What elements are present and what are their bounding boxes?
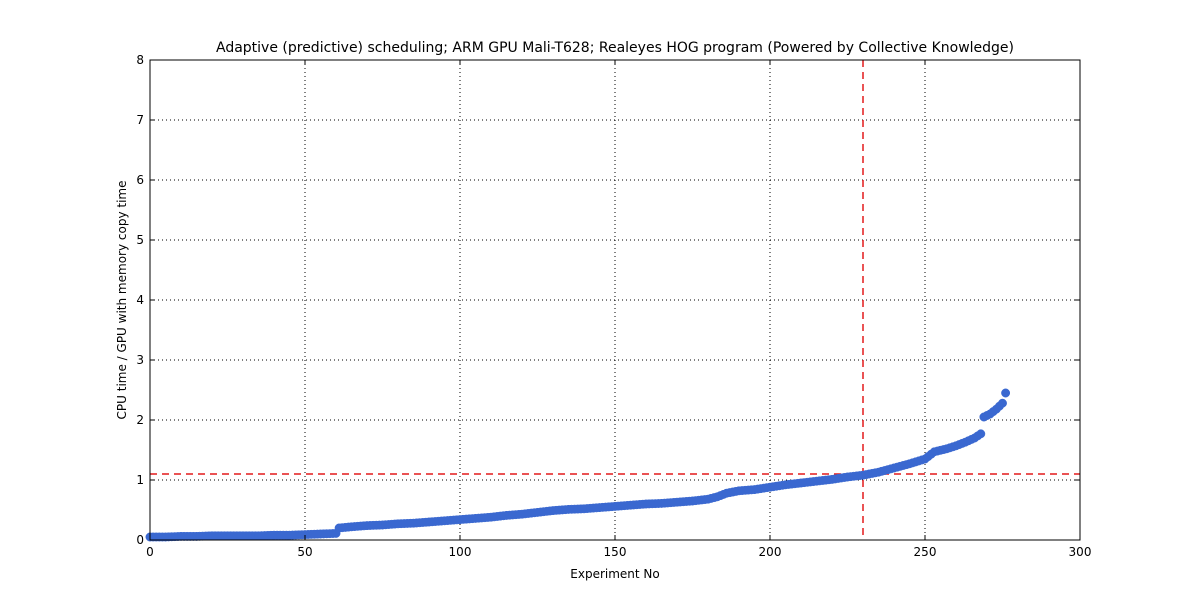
reference-lines [150,60,1080,540]
x-axis-label: Experiment No [570,567,659,581]
x-tick-label: 100 [449,545,472,559]
data-points [145,388,1011,542]
x-tick-label: 150 [604,545,627,559]
y-tick-label: 4 [136,293,144,307]
y-tick-label: 2 [136,413,144,427]
data-point [976,429,986,439]
x-tick-label: 0 [146,545,154,559]
data-point [998,398,1007,408]
y-tick-label: 1 [136,473,144,487]
x-tick-label: 50 [297,545,312,559]
y-tick-label: 3 [136,353,144,367]
x-tick-label: 250 [914,545,937,559]
y-tick-label: 0 [136,533,144,547]
grid-lines [150,60,1080,540]
y-axis-label: CPU time / GPU with memory copy time [115,181,129,420]
y-tick-label: 8 [136,53,144,67]
y-tick-label: 5 [136,233,144,247]
y-tick-label: 7 [136,113,144,127]
x-tick-label: 200 [759,545,782,559]
axis-ticks: 0 50 100 150 200 250 300 0 1 2 3 4 5 6 7 8 [136,53,1091,559]
data-point [1001,388,1011,398]
x-tick-label: 300 [1069,545,1092,559]
y-tick-label: 6 [136,173,144,187]
chart-title: Adaptive (predictive) scheduling; ARM GP… [216,40,1014,56]
